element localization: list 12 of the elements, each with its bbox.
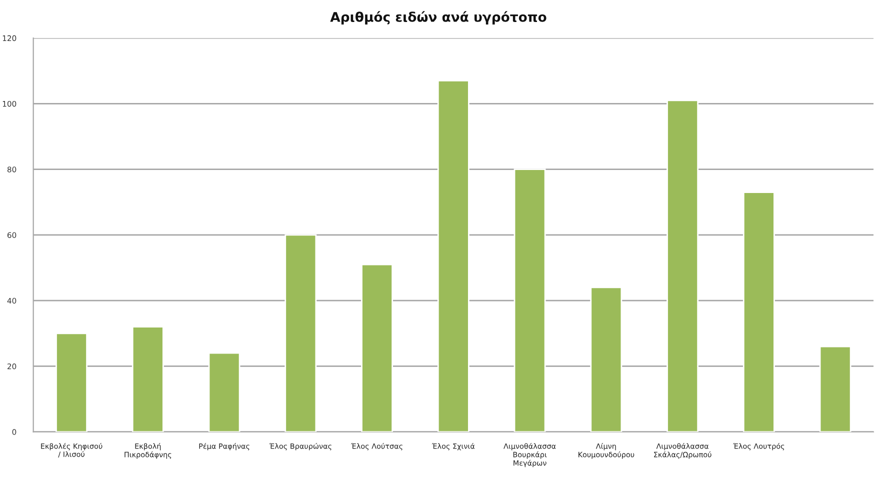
bar — [132, 326, 164, 432]
bar — [284, 234, 317, 432]
bar — [742, 192, 775, 432]
bar — [819, 346, 852, 432]
bar — [208, 352, 240, 432]
chart-title: Αριθμός ειδών ανά υγρότοπο — [330, 11, 546, 24]
bar — [361, 264, 393, 432]
bar — [514, 168, 546, 432]
bar — [590, 286, 622, 432]
bar — [56, 332, 88, 432]
bar — [666, 100, 699, 432]
bar — [437, 80, 470, 432]
